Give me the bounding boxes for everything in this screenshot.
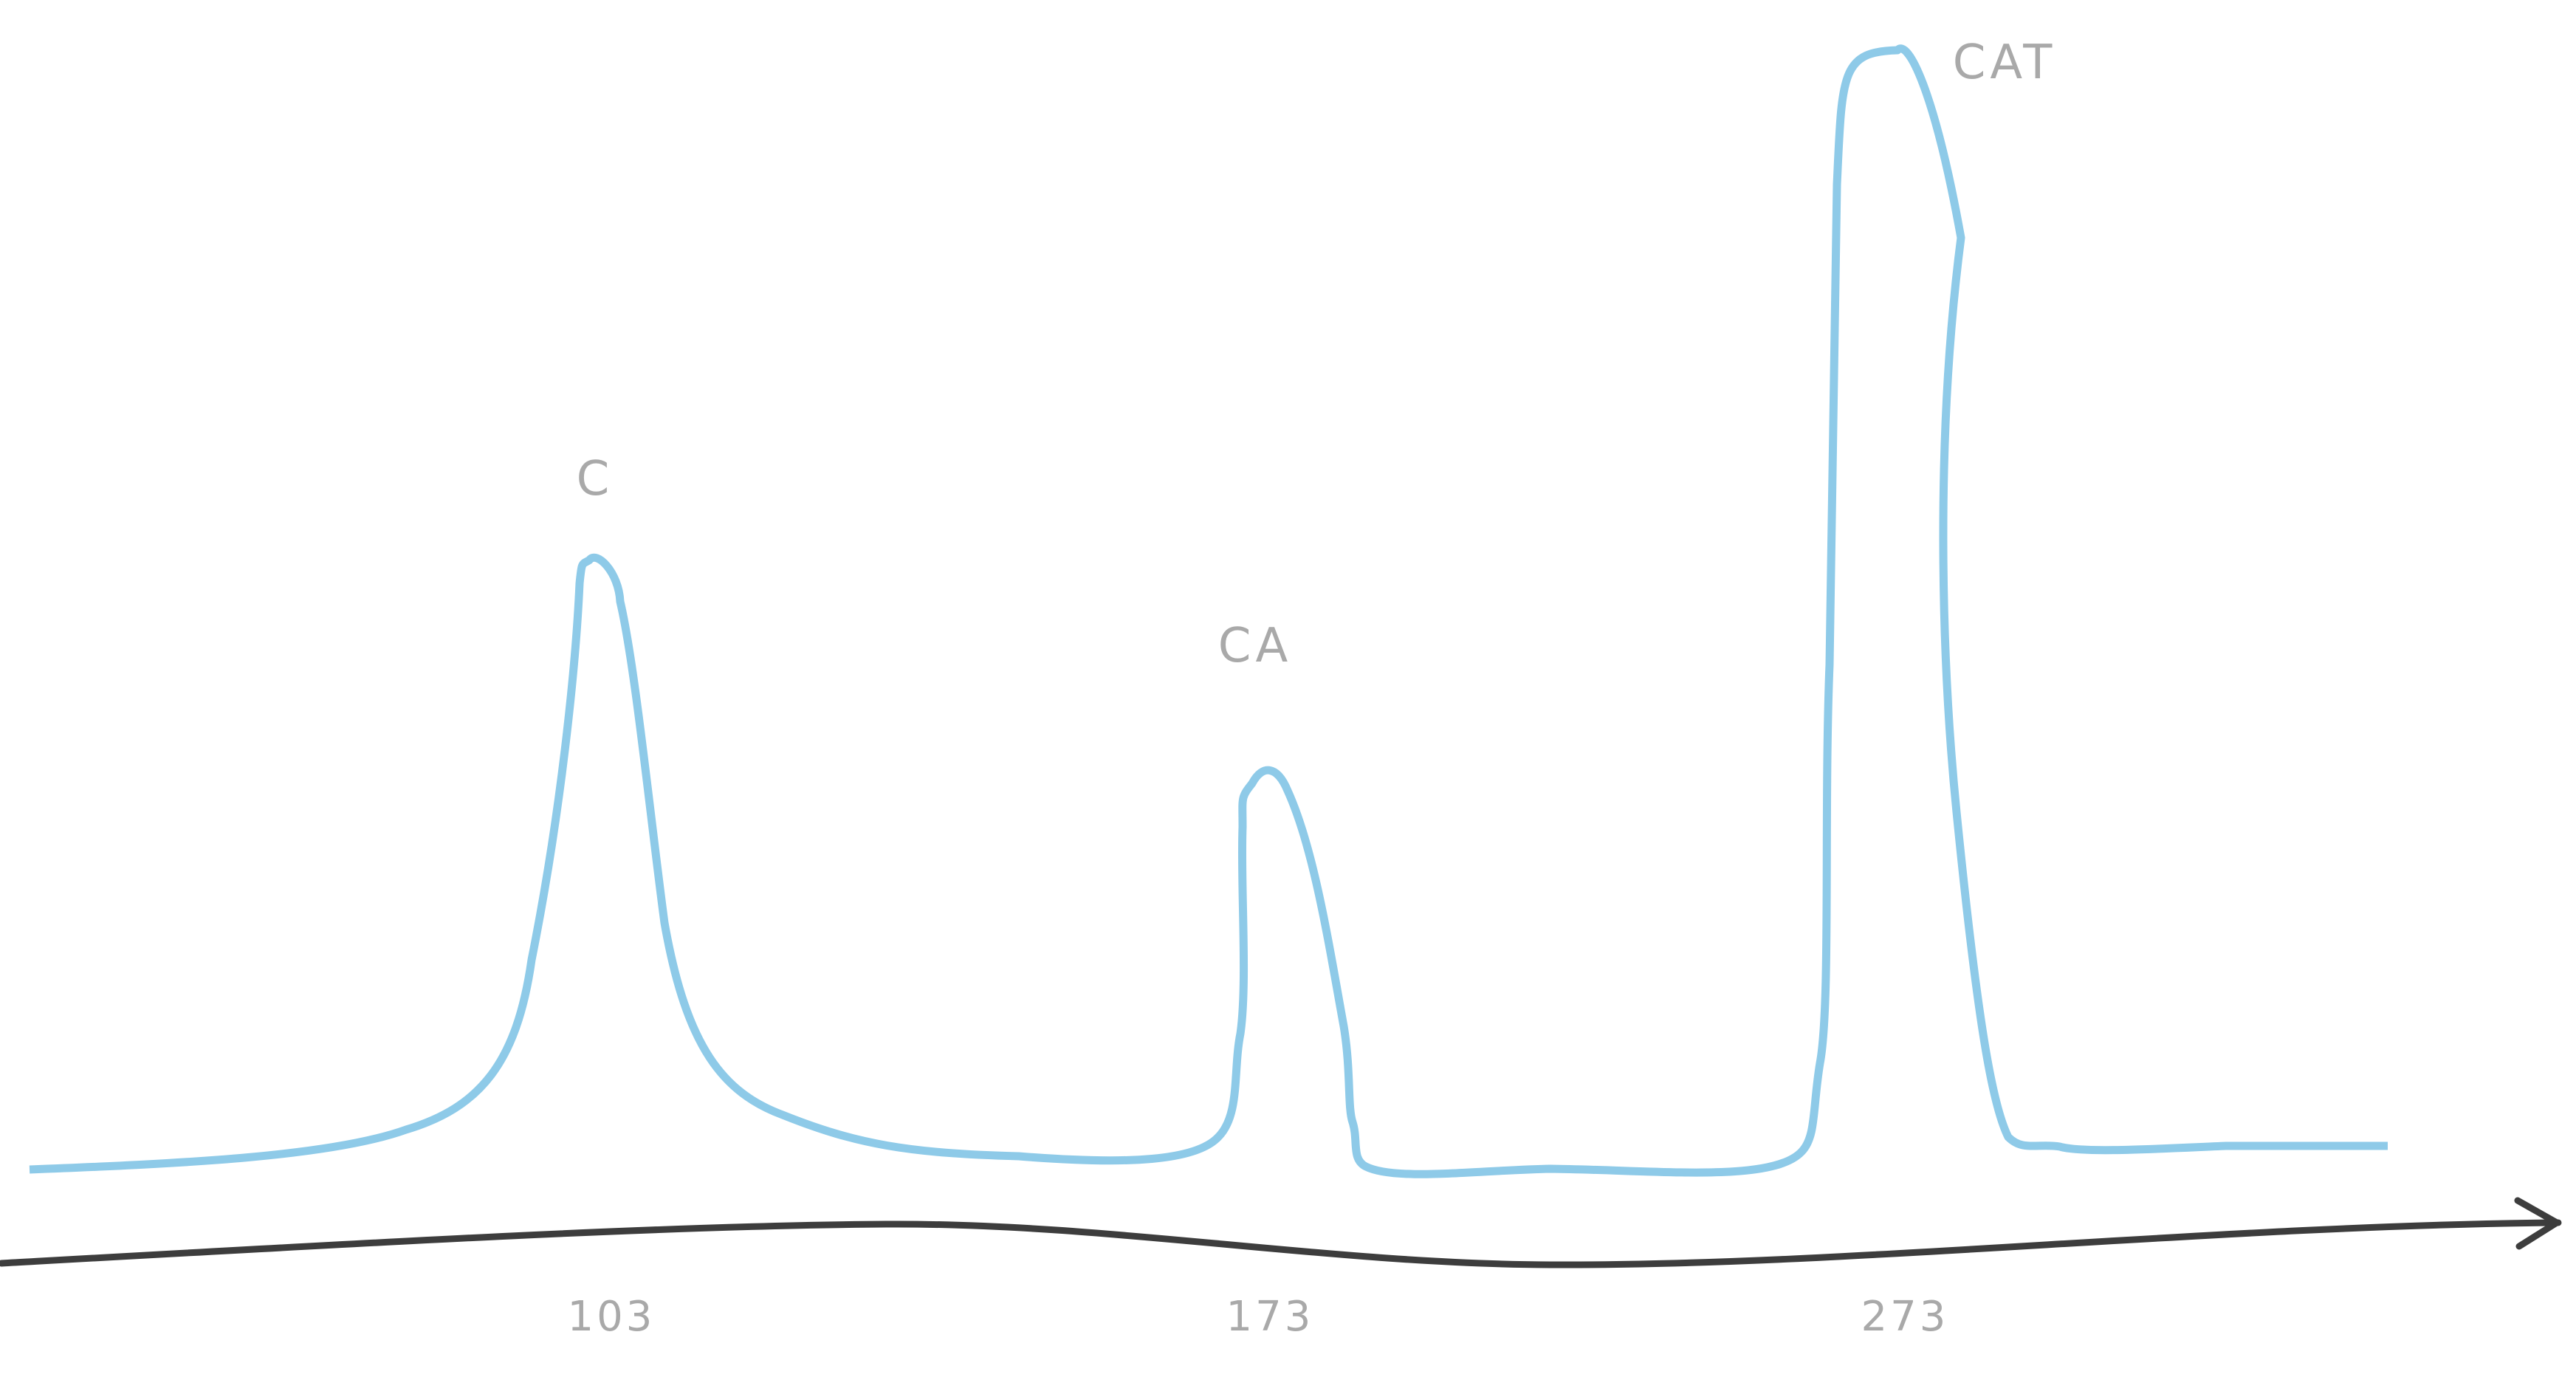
peak-label: CA [1218, 619, 1292, 673]
x-tick-label: 273 [1861, 1293, 1949, 1341]
peak-label: CAT [1953, 35, 2057, 90]
x-tick-label: 103 [568, 1293, 656, 1341]
x-axis-arrowhead [2514, 1197, 2560, 1250]
peak-labels: C CA CAT [577, 35, 2057, 673]
x-tick-labels: 103 173 273 [568, 1293, 1949, 1341]
signal-trace-line [29, 44, 2388, 1178]
peak-label: C [577, 452, 614, 506]
x-tick-label: 173 [1226, 1293, 1314, 1341]
x-axis-line [0, 1219, 2562, 1268]
